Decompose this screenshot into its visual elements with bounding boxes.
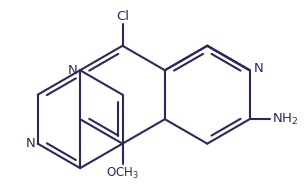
Text: N: N [253,62,263,75]
Text: Cl: Cl [116,10,129,23]
Text: N: N [68,64,78,77]
Text: N: N [26,137,35,150]
Text: OCH$_3$: OCH$_3$ [106,166,139,181]
Text: NH$_2$: NH$_2$ [272,112,298,127]
